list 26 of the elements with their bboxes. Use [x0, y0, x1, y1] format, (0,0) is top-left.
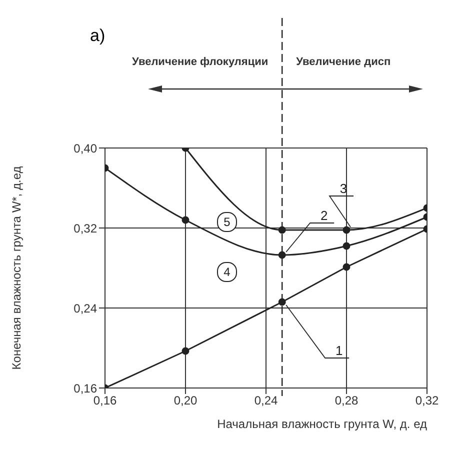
point	[182, 216, 190, 224]
x-tick-label: 0,20	[174, 394, 198, 408]
x-tick-label: 0,28	[334, 394, 358, 408]
chart-title: а)	[90, 26, 106, 46]
text: 1	[335, 343, 343, 358]
text: Увеличение дисп	[296, 56, 391, 68]
point	[342, 242, 350, 250]
y-tick-label: 0,24	[74, 301, 98, 316]
point	[342, 226, 350, 234]
point	[278, 226, 286, 234]
annotation: 4	[217, 262, 237, 282]
y-axis-title: Конечная влажность грунта W*, д.ед	[9, 166, 24, 370]
y-tick-label: 0,16	[74, 381, 98, 396]
text: Увеличение флокуляции	[132, 56, 268, 68]
point	[278, 251, 286, 259]
annotation: 5	[217, 212, 237, 232]
point	[278, 298, 286, 306]
point	[182, 347, 190, 355]
legend-label: 2	[320, 208, 328, 223]
point	[342, 263, 350, 271]
x-tick-label: 0,16	[93, 394, 117, 408]
x-axis-title: Начальная влажность грунта W, д. ед	[217, 417, 427, 431]
x-tick-label: 0,32	[415, 394, 439, 408]
y-tick-label: 0,32	[74, 221, 98, 236]
y-tick-label: 0,40	[74, 141, 98, 156]
x-tick-label: 0,24	[254, 394, 278, 408]
